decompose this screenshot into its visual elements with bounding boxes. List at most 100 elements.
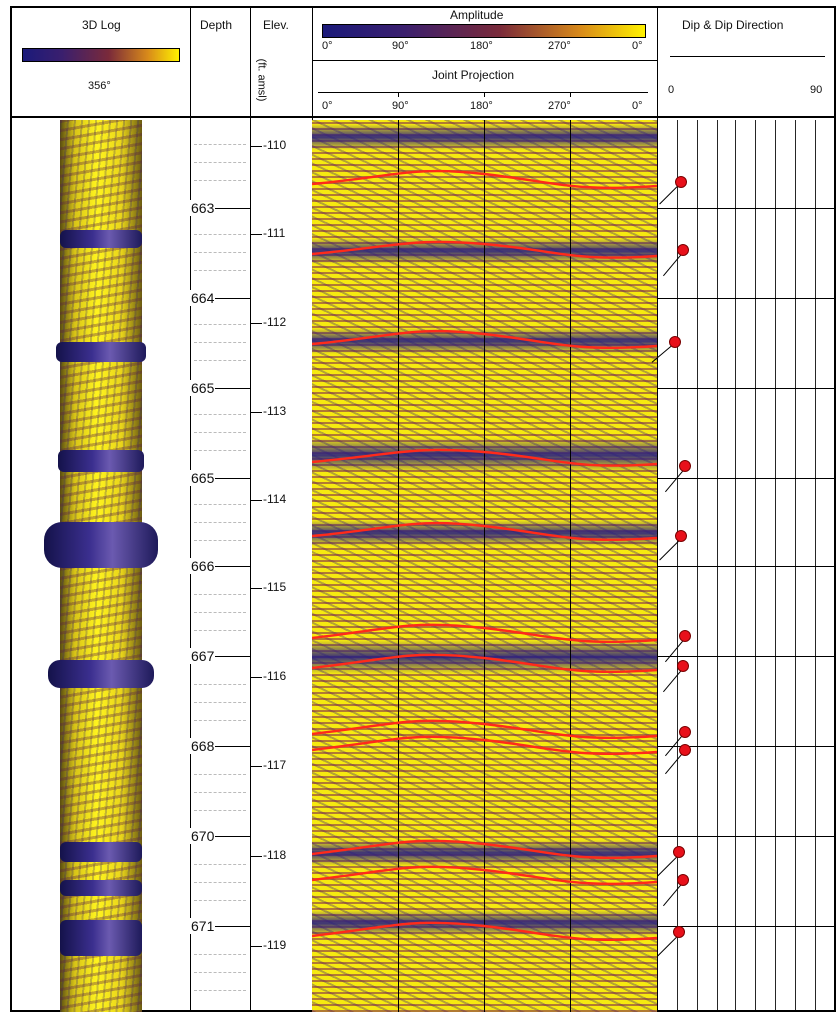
elev-tick: [250, 588, 262, 589]
depth-label: 665: [190, 380, 216, 396]
dip-grid-horizontal: [657, 208, 836, 209]
joint-sinusoid: [312, 735, 657, 756]
depth-grid: [194, 324, 246, 325]
amp-tick-90: 90°: [392, 40, 409, 52]
tadpole: [679, 460, 691, 472]
joint-sinusoid: [312, 169, 657, 190]
log3d-track: [44, 120, 158, 1012]
depth-grid: [194, 180, 246, 181]
tadpole-tail: [663, 670, 682, 693]
tadpole-tail: [657, 856, 678, 877]
elev-units: (ft. amsl): [255, 58, 268, 102]
depth-label: 666: [190, 558, 216, 574]
log3d-band: [60, 880, 142, 896]
depth-grid: [194, 144, 246, 145]
tadpole: [679, 744, 691, 756]
depth-tick: [190, 566, 250, 567]
tadpole-tail: [657, 936, 678, 957]
tadpole: [675, 530, 687, 542]
joint-sinusoids: [312, 169, 657, 942]
tadpole: [673, 846, 685, 858]
joint-sinusoid: [312, 521, 657, 542]
log3d-band: [58, 450, 144, 472]
joint-sinusoid: [312, 448, 657, 467]
tadpole-tail: [665, 640, 684, 663]
joint-sinusoid: [312, 921, 657, 942]
elev-label: -111: [262, 226, 287, 240]
dip-grid-horizontal: [657, 656, 836, 657]
depth-title: Depth: [200, 18, 233, 32]
depth-grid: [194, 450, 246, 451]
depth-grid: [194, 360, 246, 361]
joint-sinusoid: [312, 240, 657, 259]
amplitude-title: Amplitude: [450, 8, 504, 22]
joint-tick-90: 90°: [392, 100, 409, 112]
elev-label: -119: [262, 938, 288, 952]
elev-tick: [250, 323, 262, 324]
depth-grid: [194, 972, 246, 973]
depth-grid: [194, 612, 246, 613]
elev-tick: [250, 856, 262, 857]
amplitude-color-scale: [322, 24, 646, 38]
dip-grid-horizontal: [657, 566, 836, 567]
azimuth-line-180: [484, 120, 485, 1012]
depth-grid: [194, 504, 246, 505]
joint-axis-tick: [570, 92, 571, 97]
tadpole-tail: [663, 884, 682, 907]
amp-tick-360: 0°: [632, 40, 643, 52]
depth-grid: [194, 864, 246, 865]
depth-grid: [194, 252, 246, 253]
elev-label: -113: [262, 404, 288, 418]
elev-label: -110: [262, 138, 288, 152]
depth-grid: [194, 234, 246, 235]
joint-tick-180: 180°: [470, 100, 493, 112]
depth-tick: [190, 388, 250, 389]
amp-tick-180: 180°: [470, 40, 493, 52]
dip-grid-horizontal: [657, 388, 836, 389]
depth-grid: [194, 792, 246, 793]
separator-1: [190, 6, 191, 1012]
joint-axis-line: [318, 92, 648, 93]
tadpole-tail: [665, 470, 684, 493]
joint-axis-tick: [484, 92, 485, 97]
depth-grid: [194, 342, 246, 343]
tadpole: [669, 336, 681, 348]
depth-grid: [194, 774, 246, 775]
tadpole: [677, 874, 689, 886]
amp-divider: [312, 60, 657, 61]
joint-tick-270: 270°: [548, 100, 571, 112]
elev-tick: [250, 234, 262, 235]
log3d-value: 356°: [88, 80, 111, 92]
depth-tick: [190, 298, 250, 299]
joint-tick-0: 0°: [322, 100, 333, 112]
depth-grid: [194, 684, 246, 685]
depth-grid: [194, 630, 246, 631]
joint-sinusoid: [312, 653, 657, 674]
elevation-track: -110 -111 -112 -113 -114 -115 -116 -117 …: [250, 120, 312, 1012]
dip-scale-min: 0: [668, 84, 675, 96]
depth-label: 668: [190, 738, 216, 754]
depth-label: 667: [190, 648, 216, 664]
joint-sinusoid: [312, 719, 657, 740]
elev-tick: [250, 677, 262, 678]
tadpole: [675, 176, 687, 188]
amp-tick-0: 0°: [322, 40, 333, 52]
joint-sinusoid: [312, 623, 657, 644]
elev-label: -117: [262, 758, 288, 772]
depth-grid: [194, 414, 246, 415]
tadpole: [677, 244, 689, 256]
azimuth-line-270: [570, 120, 571, 1012]
azimuth-line-90: [398, 120, 399, 1012]
elev-label: -114: [262, 492, 288, 506]
depth-label: 671: [190, 918, 216, 934]
depth-label: 664: [190, 290, 216, 306]
depth-grid: [194, 522, 246, 523]
depth-label: 663: [190, 200, 216, 216]
elev-label: -115: [262, 580, 288, 594]
depth-grid: [194, 720, 246, 721]
log3d-band: [56, 342, 146, 362]
depth-grid: [194, 432, 246, 433]
depth-grid: [194, 702, 246, 703]
tadpole: [673, 926, 685, 938]
dip-scale-max: 90: [810, 84, 823, 96]
